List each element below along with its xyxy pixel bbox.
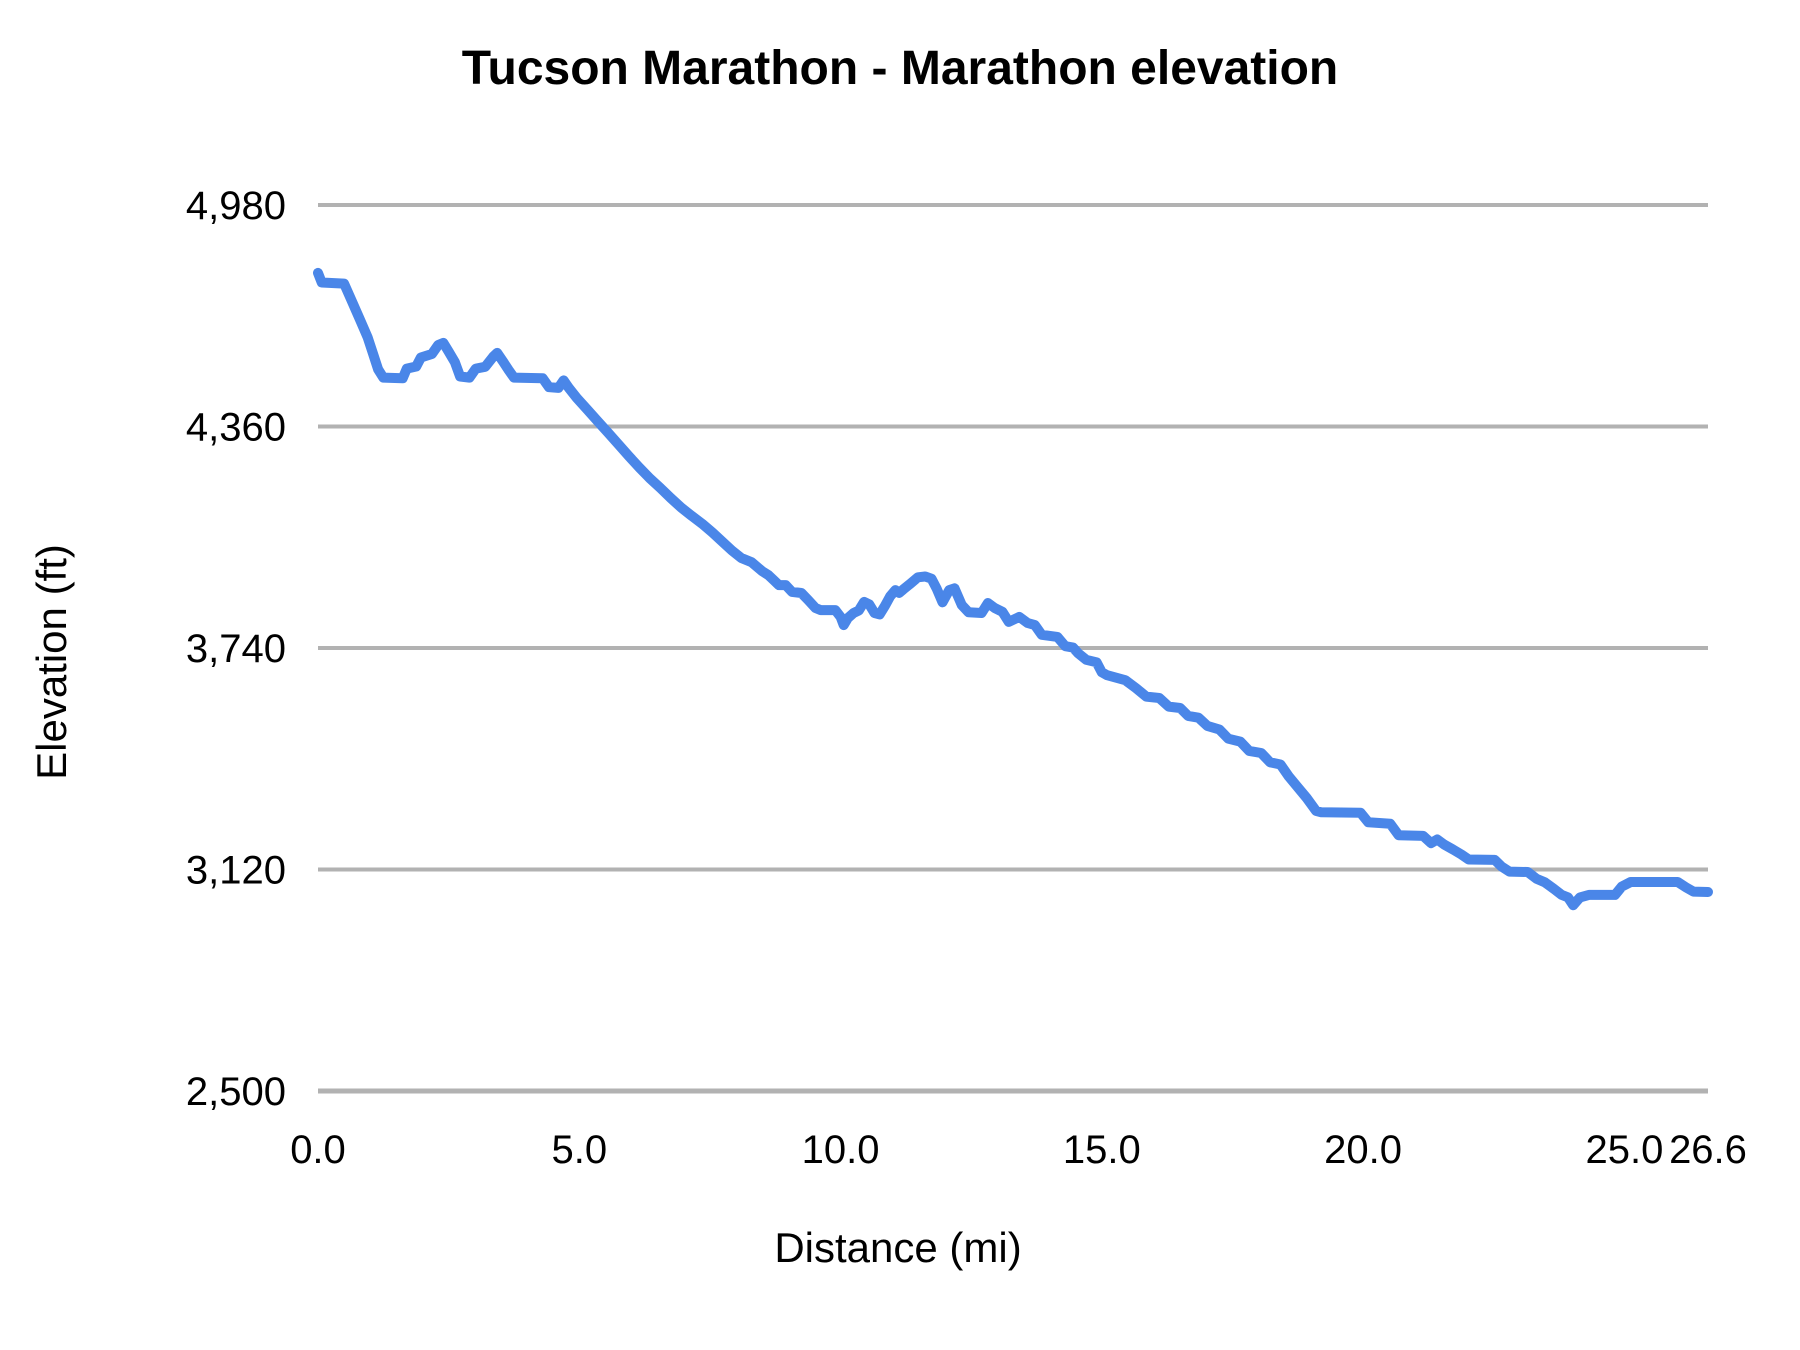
elevation-line [313, 267, 1713, 911]
y-tick-label: 3,740 [186, 627, 286, 671]
y-axis-labels: 2,500 3,120 3,740 4,360 4,980 [186, 184, 286, 1114]
x-tick-label: 26.6 [1669, 1128, 1747, 1172]
x-tick-label: 15.0 [1063, 1128, 1141, 1172]
x-axis-labels: 0.0 5.0 10.0 15.0 20.0 25.0 26.6 [290, 1128, 1747, 1172]
x-tick-label: 0.0 [290, 1128, 346, 1172]
gridlines [318, 203, 1708, 1094]
y-tick-label: 4,360 [186, 406, 286, 450]
x-tick-label: 5.0 [551, 1128, 607, 1172]
x-axis-title: Distance (mi) [774, 1224, 1021, 1271]
y-tick-label: 2,500 [186, 1070, 286, 1114]
chart-title: Tucson Marathon - Marathon elevation [462, 42, 1339, 95]
y-axis-title: Elevation (ft) [28, 544, 75, 780]
x-tick-label: 10.0 [802, 1128, 880, 1172]
x-tick-label: 20.0 [1324, 1128, 1402, 1172]
y-tick-label: 4,980 [186, 184, 286, 228]
y-tick-label: 3,120 [186, 849, 286, 893]
x-tick-label: 25.0 [1585, 1128, 1663, 1172]
